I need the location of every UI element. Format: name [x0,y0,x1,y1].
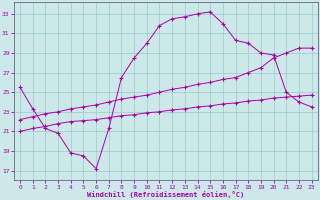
X-axis label: Windchill (Refroidissement éolien,°C): Windchill (Refroidissement éolien,°C) [87,191,244,198]
